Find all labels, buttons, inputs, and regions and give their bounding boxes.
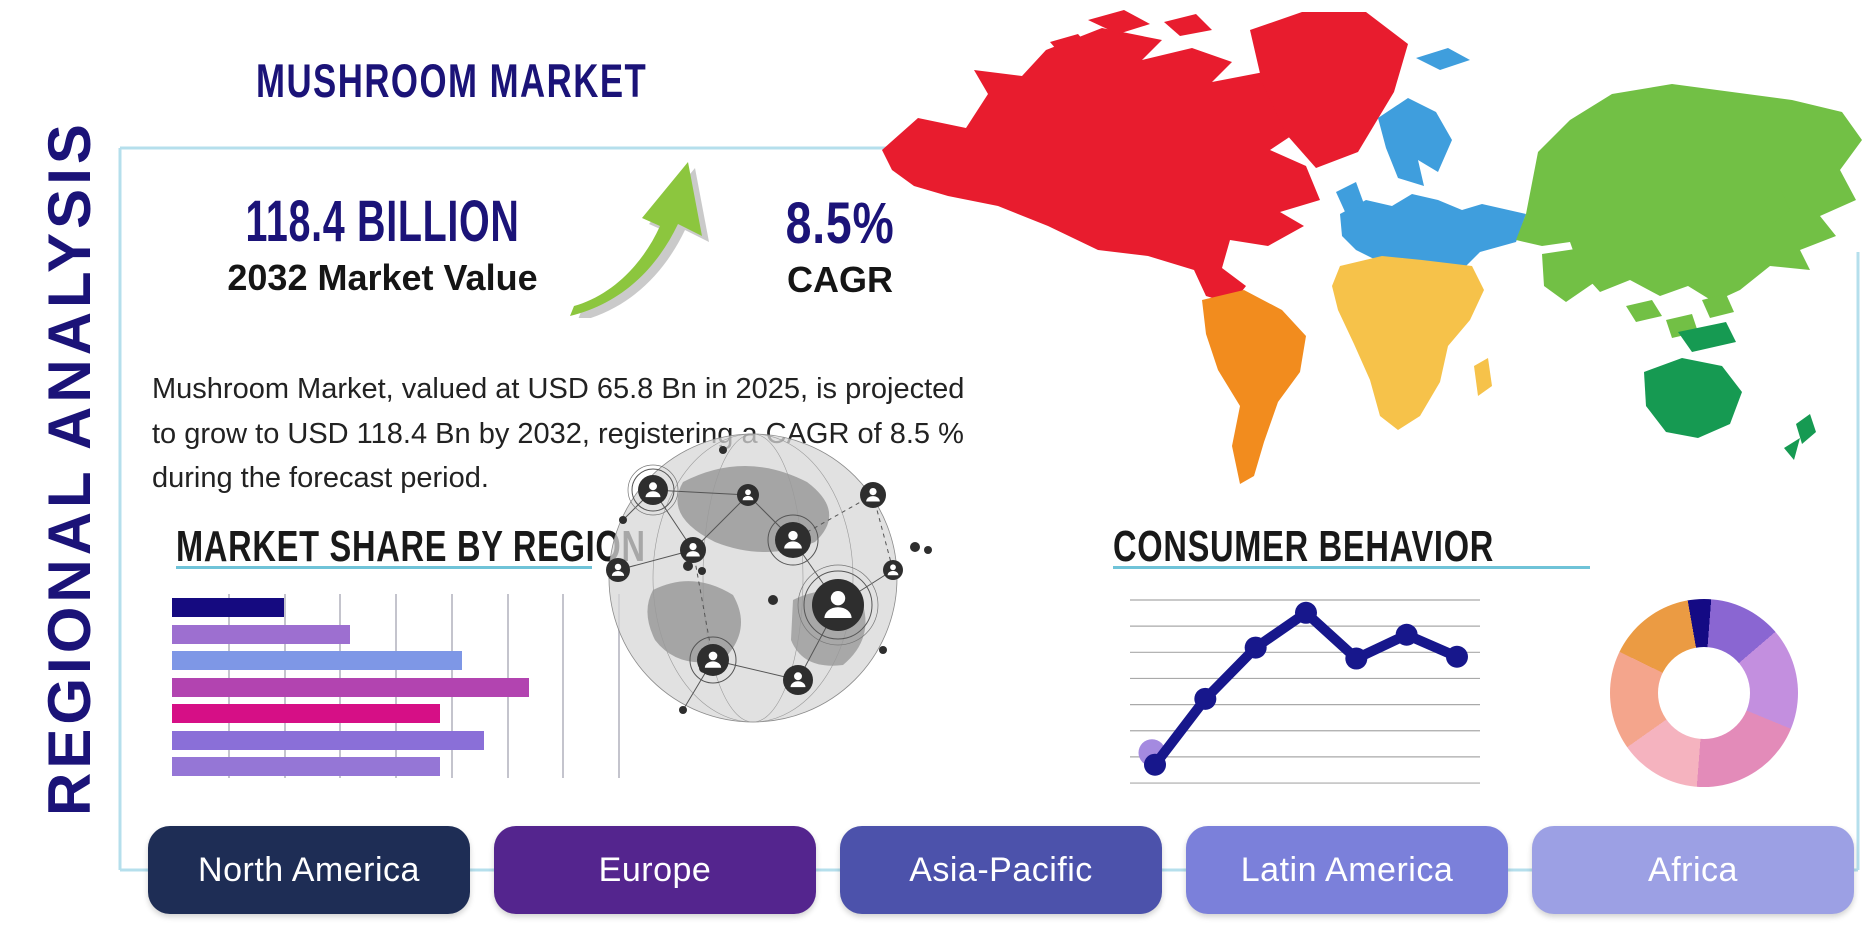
line-data-point — [1345, 647, 1368, 670]
cagr-caption: CAGR — [787, 259, 893, 300]
consumer-behavior-line-chart — [1130, 599, 1480, 784]
cagr-number: 8.5% — [785, 191, 895, 256]
market-share-bar-4 — [172, 677, 529, 697]
new-zealand — [1784, 438, 1800, 460]
growth-arrow-icon — [570, 162, 709, 318]
continent-north-america-mainland — [882, 28, 1320, 304]
region-button-asia-pacific[interactable]: Asia-Pacific — [840, 826, 1162, 914]
decor-dot — [683, 561, 693, 571]
world-map — [882, 10, 1862, 484]
scandinavia — [1378, 98, 1452, 186]
market-share-heading: MARKET SHARE BY REGION — [176, 522, 646, 571]
line-data-point — [1445, 645, 1468, 668]
british-isles — [1336, 182, 1364, 214]
line-data-point — [1244, 636, 1267, 659]
bar-chart-gridline — [618, 594, 620, 778]
new-guinea — [1678, 322, 1736, 352]
continent-oceania — [1644, 322, 1816, 460]
market-share-bar-5 — [172, 704, 440, 723]
bar-chart-gridline — [562, 594, 565, 778]
market-share-bar-2 — [172, 624, 351, 644]
page-title: MUSHROOM MARKET — [256, 54, 648, 108]
consumer-donut-chart — [1610, 599, 1798, 787]
market-share-bar-6 — [172, 730, 485, 750]
continent-asia — [1516, 84, 1862, 338]
africa-mainland — [1332, 256, 1484, 430]
consumer-behavior-underline — [1113, 566, 1590, 569]
madagascar — [1474, 358, 1492, 396]
market-description: Mushroom Market, valued at USD 65.8 Bn i… — [152, 373, 965, 495]
europe-mainland — [1340, 194, 1526, 272]
arabian-peninsula — [1542, 248, 1598, 302]
decor-dot — [924, 546, 932, 554]
line-data-point — [1194, 687, 1217, 710]
market-share-bar-3 — [172, 651, 462, 670]
consumer-behavior-heading: CONSUMER BEHAVIOR — [1113, 522, 1495, 571]
decor-dot — [698, 567, 706, 575]
region-button-north-america[interactable]: North America — [148, 826, 470, 914]
market-share-bar-chart — [172, 594, 620, 782]
line-data-point — [1294, 601, 1317, 624]
donut-hole — [1658, 647, 1750, 739]
market-value-number: 118.4 BILLION — [245, 189, 520, 254]
market-share-bar-1 — [172, 598, 284, 617]
globe-network-graphic — [606, 433, 932, 723]
indonesia-island — [1626, 300, 1662, 322]
arctic-island — [1088, 10, 1150, 34]
arctic-island — [1050, 34, 1090, 56]
market-share-bar-7 — [172, 757, 440, 776]
arctic-island — [1164, 14, 1212, 36]
cagr-stat: 8.5% CAGR — [770, 190, 910, 301]
line-data-point — [1395, 623, 1418, 646]
market-value-stat: 118.4 BILLION 2032 Market Value — [150, 188, 615, 299]
region-button-latin-america[interactable]: Latin America — [1186, 826, 1508, 914]
philippines — [1702, 294, 1734, 318]
market-share-underline — [176, 566, 592, 569]
line-data-point — [1144, 753, 1166, 776]
greenland — [1250, 12, 1408, 168]
asia-mainland — [1516, 84, 1862, 302]
continent-north-america — [882, 10, 1408, 304]
side-label-regional-analysis: REGIONAL ANALYSIS — [36, 120, 103, 816]
continent-south-america — [1202, 290, 1306, 484]
continent-europe — [1336, 48, 1526, 272]
region-buttons: North America Europe Asia-Pacific Latin Ame… — [148, 826, 1854, 914]
decor-dot — [910, 542, 920, 552]
australia — [1644, 358, 1742, 438]
svalbard — [1416, 48, 1470, 70]
region-button-africa[interactable]: Africa — [1532, 826, 1854, 914]
japan — [1764, 188, 1790, 224]
new-zealand — [1796, 414, 1816, 444]
market-value-caption: 2032 Market Value — [227, 257, 538, 298]
region-button-europe[interactable]: Europe — [494, 826, 816, 914]
continent-africa — [1332, 256, 1492, 430]
